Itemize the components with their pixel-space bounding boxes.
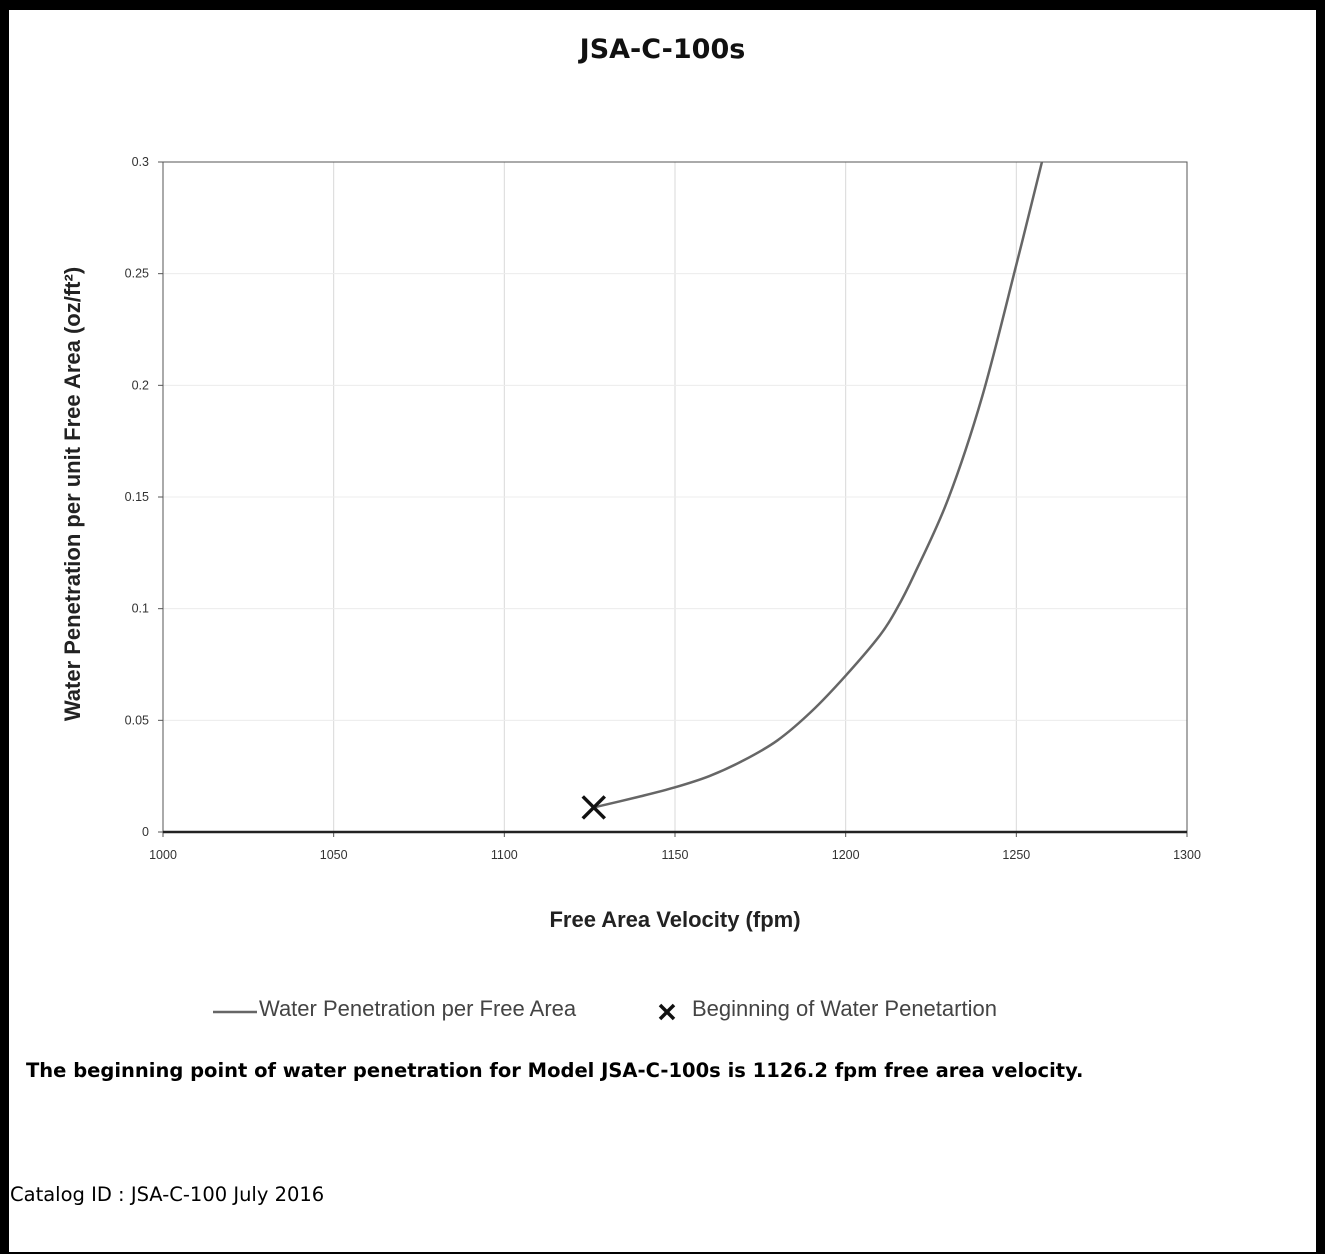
x-tick-label: 1000 xyxy=(149,848,177,862)
x-tick-label: 1150 xyxy=(662,848,689,862)
chart-title: JSA-C-100s xyxy=(579,34,746,65)
legend: Water Penetration per Free Area Beginnin… xyxy=(213,996,997,1021)
x-tick-label: 1100 xyxy=(491,848,518,862)
x-tick-label: 1050 xyxy=(320,848,348,862)
y-tick-label: 0.25 xyxy=(125,267,149,281)
series-line-water-penetration xyxy=(593,161,1044,809)
y-axis-label: Water Penetration per unit Free Area (oz… xyxy=(60,267,85,721)
legend-x-marker-icon xyxy=(658,1003,676,1021)
grid-lines xyxy=(162,161,1188,833)
legend-label-line: Water Penetration per Free Area xyxy=(259,996,577,1021)
y-tick-label: 0.3 xyxy=(132,155,149,169)
y-tick-label: 0 xyxy=(142,825,149,839)
y-tick-label: 0.2 xyxy=(132,378,149,392)
x-axis-label: Free Area Velocity (fpm) xyxy=(549,907,800,932)
y-tick-label: 0.15 xyxy=(125,490,149,504)
x-tick-label: 1200 xyxy=(832,848,860,862)
y-tick-label: 0.1 xyxy=(132,602,149,616)
legend-x-glyph xyxy=(658,1003,676,1021)
x-tick-label: 1300 xyxy=(1173,848,1201,862)
x-tick-label: 1250 xyxy=(1002,848,1030,862)
marker-beginning-point xyxy=(581,795,607,820)
catalog-id: Catalog ID : JSA-C-100 July 2016 xyxy=(10,1183,325,1206)
y-tick-label: 0.05 xyxy=(125,713,149,727)
series-layer xyxy=(581,161,1044,820)
caption-text: The beginning point of water penetration… xyxy=(26,1059,1084,1082)
legend-label-marker: Beginning of Water Penetartion xyxy=(692,996,997,1021)
axis-ticks: 1000 1050 1100 1150 1200 1250 1300 0 0.05 0.1 0.15… xyxy=(125,155,1201,862)
